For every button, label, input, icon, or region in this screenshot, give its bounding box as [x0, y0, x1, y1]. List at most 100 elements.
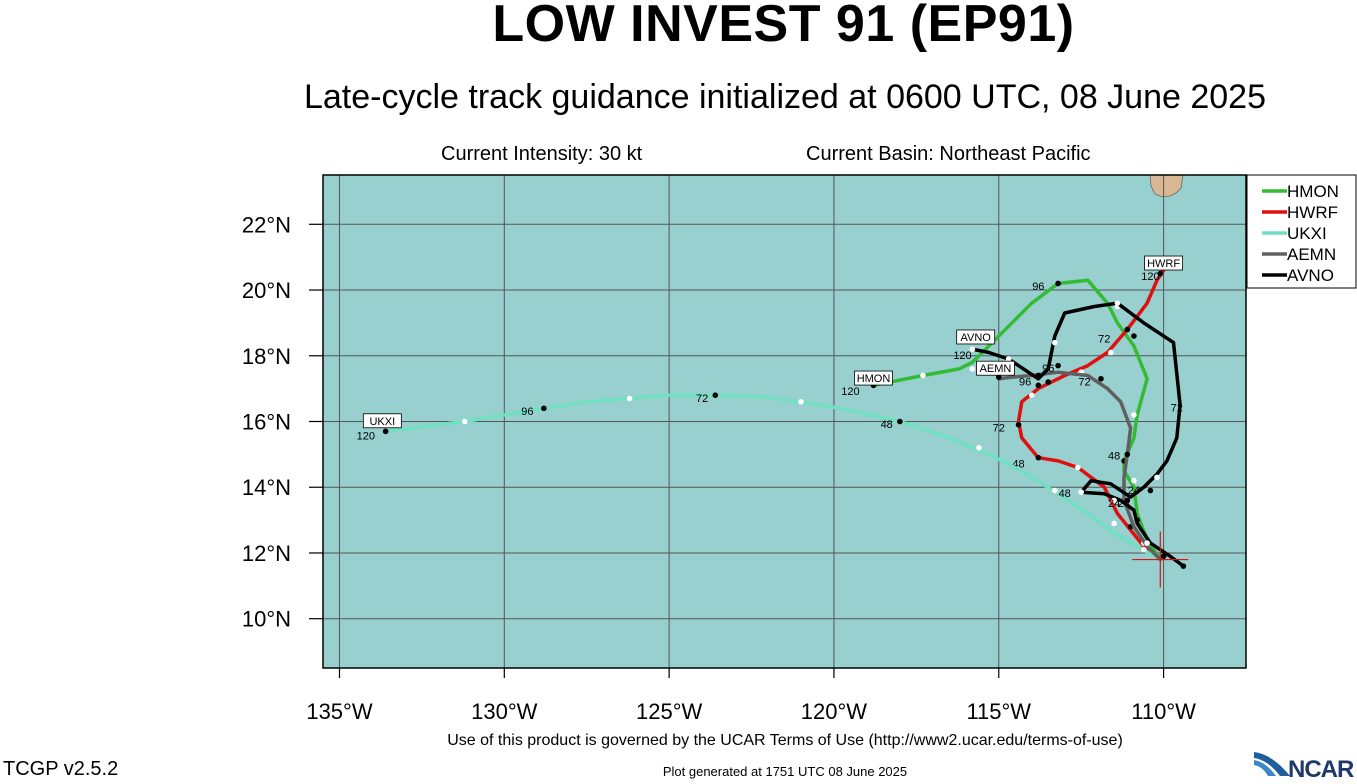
track-point-ukxi [897, 418, 903, 425]
track-point-ukxi [1052, 487, 1058, 494]
track-point-aemn [1098, 375, 1104, 382]
forecast-hour-label: 72 [1078, 376, 1090, 388]
track-point-avno [1154, 474, 1160, 481]
ncar-logo-icon [1254, 752, 1290, 776]
track-point-ukxi [1141, 546, 1147, 553]
track-line-avno [970, 301, 1186, 568]
track-point-hmon [1131, 477, 1137, 484]
ncar-logo-text: NCAR [1288, 756, 1354, 783]
axis-ticks: 135°W 130°W 125°W 120°W 115°W 110°W 10°N 12°N 14… [242, 212, 1196, 724]
track-point-aemn [1055, 362, 1061, 369]
land-baja [1149, 175, 1184, 198]
end-label-ukxi: UKXI [362, 413, 402, 429]
plot-generated-time: Plot generated at 1751 UTC 08 June 2025 [662, 764, 908, 779]
forecast-hour-label: 72 [993, 422, 1005, 434]
end-label-box [854, 370, 893, 386]
track-point-hwrf [1045, 379, 1052, 385]
legend-label-aemn: AEMN [1287, 245, 1336, 264]
track-point-hmon [1055, 280, 1061, 287]
track-point-hmon [920, 372, 926, 379]
track-point-avno [1052, 339, 1058, 346]
end-label-box [976, 360, 1015, 376]
current-position-marker [1132, 531, 1189, 588]
y-tick-label: 18°N [242, 344, 291, 369]
track-point-avno [1160, 553, 1167, 560]
track-point-ukxi [461, 418, 468, 425]
track-point-avno [1131, 333, 1137, 339]
track-point-hwrf [1108, 349, 1114, 356]
end-label-text: AVNO [961, 332, 992, 344]
track-point-ukxi [976, 444, 982, 451]
track-point-avno [1134, 517, 1141, 523]
forecast-hour-label: 96 [1032, 281, 1044, 293]
end-label-text: HWRF [1147, 258, 1180, 270]
track-point-aemn [995, 374, 1002, 380]
track-point-avno [1147, 487, 1154, 494]
track-line-hmon [871, 278, 1163, 562]
forecast-hour-label: 48 [1059, 488, 1071, 500]
forecast-hour-label: 72 [1171, 403, 1183, 415]
forecast-hour-label: 48 [881, 419, 893, 431]
track-point-avno [969, 346, 976, 352]
x-tick-label: 130°W [471, 699, 538, 724]
x-tick-label: 120°W [801, 699, 868, 724]
map-grid [323, 175, 1246, 668]
y-tick-label: 10°N [242, 607, 291, 632]
end-label-box [1144, 255, 1183, 271]
track-point-hwrf [1157, 270, 1164, 277]
x-tick-label: 135°W [306, 699, 373, 724]
track-point-aemn [1124, 451, 1131, 458]
track-point-aemn [1124, 497, 1131, 504]
end-label-box [956, 329, 996, 345]
forecast-hour-label: 120 [953, 350, 971, 362]
legend-label-avno: AVNO [1287, 266, 1334, 285]
track-point-avno [1005, 356, 1012, 362]
y-tick-label: 22°N [242, 212, 291, 237]
track-point-avno [1180, 563, 1187, 569]
legend-label-ukxi: UKXI [1287, 224, 1327, 243]
forecast-hour-label: 96 [521, 406, 533, 418]
track-point-ukxi [1111, 520, 1117, 527]
track-point-hwrf [1028, 392, 1035, 399]
track-point-ukxi [626, 395, 633, 402]
x-tick-label: 115°W [966, 699, 1031, 724]
version-label: TCGP v2.5.2 [3, 758, 119, 780]
track-point-hwrf [1124, 326, 1131, 333]
track-end-labels: HMON HWRF UKXI AEMN AVNO [362, 255, 1183, 429]
track-point-avno [1111, 497, 1117, 504]
page-title: LOW INVEST 91 (EP91) [492, 0, 1075, 53]
legend-label-hwrf: HWRF [1287, 203, 1338, 222]
forecast-hour-label: 120 [841, 386, 859, 398]
track-point-avno [1035, 382, 1042, 389]
end-label-hwrf: HWRF [1144, 255, 1183, 271]
track-point-hmon [969, 366, 976, 372]
track-point-ukxi [541, 405, 547, 412]
x-tick-label: 110°W [1131, 699, 1196, 724]
forecast-hour-label: 24 [1128, 485, 1140, 497]
y-tick-label: 20°N [242, 278, 291, 303]
terms-of-use: Use of this product is governed by the U… [447, 732, 1123, 749]
end-label-text: HMON [857, 373, 891, 385]
track-point-hmon [1131, 412, 1137, 418]
end-label-aemn: AEMN [976, 360, 1015, 376]
track-point-hwrf [1015, 421, 1022, 428]
track-point-avno [1144, 540, 1150, 546]
track-point-ukxi [382, 428, 389, 435]
end-label-box [362, 413, 402, 429]
current-basin: Current Basin: Northeast Pacific [806, 143, 1091, 165]
end-label-hmon: HMON [854, 370, 893, 386]
legend-label-hmon: HMON [1287, 182, 1339, 201]
y-tick-label: 12°N [242, 541, 291, 566]
track-point-avno [1078, 489, 1084, 495]
x-tick-label: 125°W [636, 699, 703, 724]
forecast-hour-label: 120 [1141, 271, 1159, 283]
end-label-text: AEMN [980, 363, 1012, 375]
track-point-ukxi [712, 392, 719, 399]
end-label-avno: AVNO [956, 329, 996, 345]
current-intensity: Current Intensity: 30 kt [441, 143, 643, 165]
forecast-hour-label: 72 [696, 393, 708, 405]
track-point-hwrf [1075, 464, 1081, 471]
y-tick-label: 14°N [242, 475, 291, 500]
forecast-hour-label: 48 [1108, 450, 1120, 462]
